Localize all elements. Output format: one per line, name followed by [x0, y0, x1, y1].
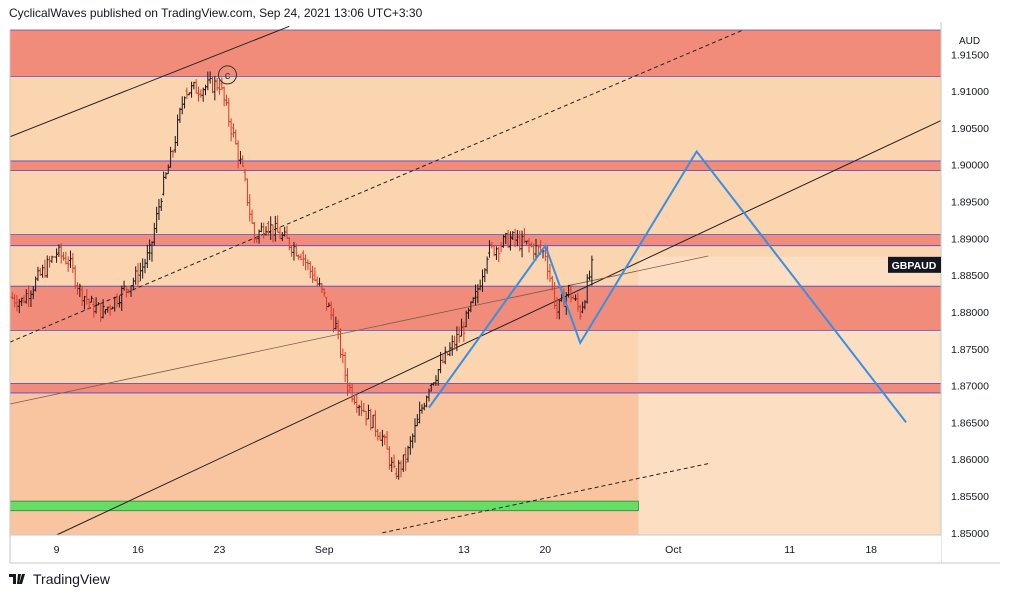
channel-upper-line [9, 25, 290, 138]
y-tick-label: 1.86500 [951, 417, 989, 429]
price-axis-panel [941, 22, 1009, 535]
y-tick-label: 1.85500 [951, 491, 989, 503]
footer-brand[interactable]: TradingView [9, 571, 110, 587]
y-tick-label: 1.87500 [951, 344, 989, 356]
price-zone [10, 161, 941, 171]
price-zone [10, 30, 941, 77]
price-zone [10, 234, 941, 246]
ohlc-bars [10, 71, 594, 480]
tradingview-logo-icon [9, 572, 29, 586]
x-tick-label: 20 [539, 544, 551, 556]
x-tick-label: 16 [132, 544, 144, 556]
price-zone [10, 383, 941, 393]
x-tick-label: Sep [315, 544, 334, 556]
x-tick-label: 13 [458, 544, 470, 556]
wave-label-c: c [225, 70, 231, 82]
last-price-badge [888, 256, 941, 273]
green-support-zone [9, 500, 639, 512]
x-tick-label: 9 [54, 544, 60, 556]
x-tick-label: 23 [214, 544, 226, 556]
price-zone [10, 76, 941, 162]
y-tick-label: 1.88000 [951, 307, 989, 319]
channel-lower-line [56, 120, 942, 536]
currency-label: AUD [959, 36, 980, 47]
y-tick-label: 1.85000 [951, 528, 989, 540]
y-tick-label: 1.89500 [951, 197, 989, 209]
last-price-label: GBPAUD [892, 260, 937, 272]
y-tick-label: 1.91000 [951, 86, 989, 98]
time-axis-panel [10, 535, 941, 563]
footer-brand-label: TradingView [33, 571, 111, 587]
x-tick-label: 11 [784, 544, 795, 556]
y-tick-label: 1.91500 [951, 49, 989, 61]
wave-label-circle [217, 65, 237, 85]
x-tick-label: Oct [665, 544, 681, 556]
y-tick-label: 1.90000 [951, 160, 989, 172]
x-tick-label: 18 [865, 544, 877, 556]
projection-path [428, 149, 907, 423]
y-tick-label: 1.87000 [951, 381, 989, 393]
y-tick-label: 1.89000 [951, 233, 989, 245]
y-tick-label: 1.90500 [951, 123, 989, 135]
y-tick-label: 1.86000 [951, 454, 989, 466]
y-tick-label: 1.88500 [951, 270, 989, 282]
publish-attribution: CyclicalWaves published on TradingView.c… [9, 6, 423, 20]
